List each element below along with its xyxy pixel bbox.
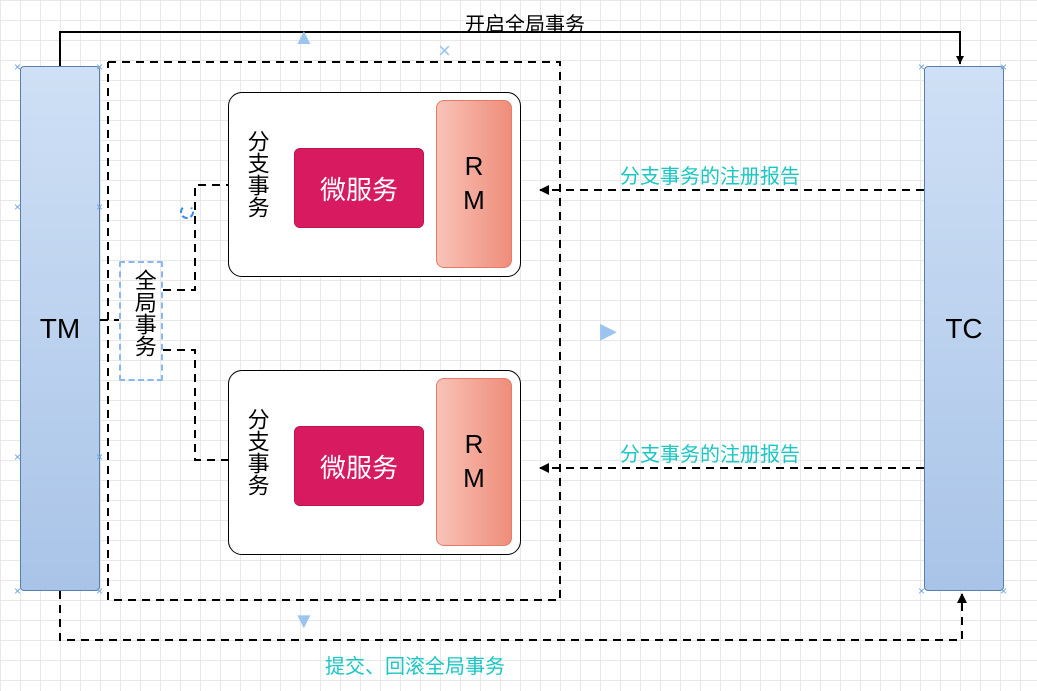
- selection-x-icon: ×: [14, 60, 21, 74]
- rm-2-box[interactable]: RM: [436, 378, 512, 546]
- selection-x-icon: ×: [96, 200, 103, 214]
- editor-arrow-down-icon: ▼: [293, 608, 315, 634]
- label-branch-reg-1: 分支事务的注册报告: [620, 160, 800, 189]
- editor-arrow-right-icon: ▶: [600, 318, 617, 344]
- selection-x-icon: ×: [14, 450, 21, 464]
- tm-label: TM: [40, 313, 80, 345]
- microservice-1-label: 微服务: [320, 170, 398, 207]
- rm-1-box[interactable]: RM: [436, 100, 512, 268]
- rm-2-label: RM: [463, 428, 485, 496]
- selection-x-icon: ×: [96, 450, 103, 464]
- selection-x-icon: ×: [1000, 60, 1007, 74]
- selection-x-icon: ×: [96, 584, 103, 598]
- editor-arrow-icon: ×: [438, 38, 451, 64]
- rm-1-label: RM: [463, 150, 485, 218]
- tc-node[interactable]: TC: [924, 66, 1004, 591]
- selection-x-icon: ×: [918, 60, 925, 74]
- rotate-handle-icon[interactable]: [180, 205, 194, 219]
- branch-2-label: 分支事务: [242, 408, 271, 496]
- selection-x-icon: ×: [14, 584, 21, 598]
- branch-1-label: 分支事务: [242, 130, 271, 218]
- selection-x-icon: ×: [96, 60, 103, 74]
- label-open-global: 开启全局事务: [465, 8, 585, 37]
- label-commit-rollback: 提交、回滚全局事务: [325, 650, 505, 679]
- global-tx-label: 全局事务: [128, 269, 159, 357]
- edge-global-to-branch1: [163, 185, 228, 290]
- tc-label: TC: [945, 313, 982, 345]
- tm-node[interactable]: TM: [20, 66, 100, 591]
- selection-x-icon: ×: [918, 584, 925, 598]
- microservice-1-box[interactable]: 微服务: [294, 148, 424, 228]
- microservice-2-label: 微服务: [320, 448, 398, 485]
- edge-global-to-branch2: [163, 350, 228, 460]
- selection-x-icon: ×: [1000, 584, 1007, 598]
- selection-x-icon: ×: [14, 200, 21, 214]
- label-branch-reg-2: 分支事务的注册报告: [620, 438, 800, 467]
- editor-arrow-up-icon: ▲: [293, 24, 315, 50]
- edge-open-global: [60, 32, 960, 66]
- edge-commit-rollback: [60, 591, 962, 640]
- microservice-2-box[interactable]: 微服务: [294, 426, 424, 506]
